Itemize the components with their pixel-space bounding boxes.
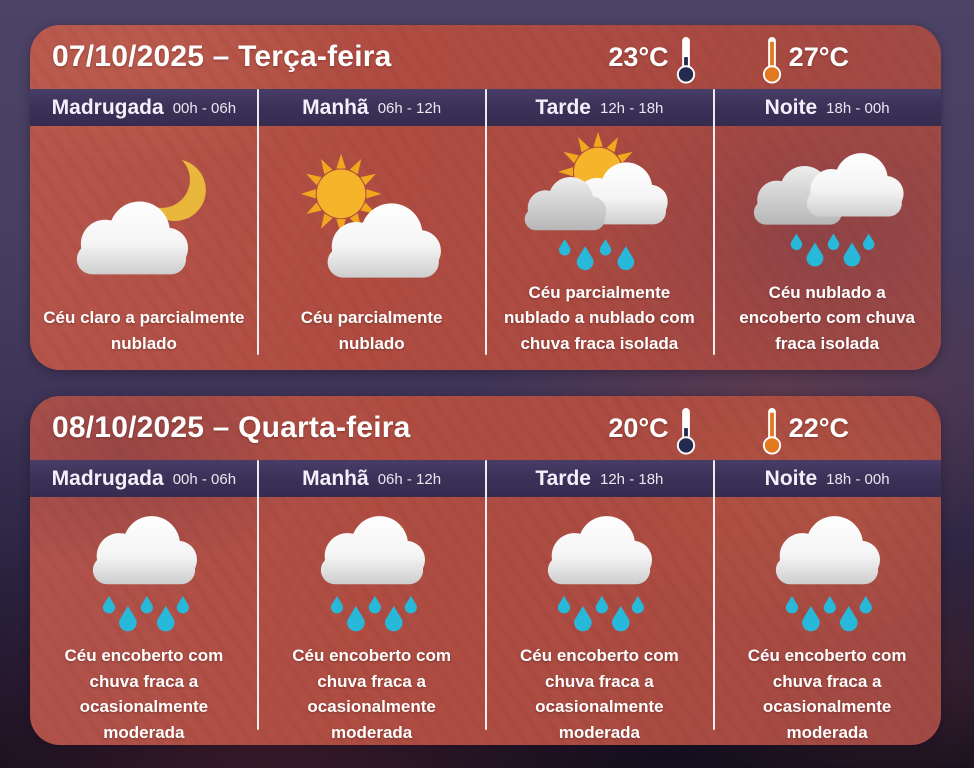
rain-drops [558, 595, 645, 632]
rain-drops [559, 238, 635, 270]
min-temp-value: 23°C [608, 41, 669, 72]
forecast-cells-row: Céu claro a parcialmente nublado Céu par… [30, 126, 941, 370]
sun-cloud-icon [283, 147, 441, 278]
forecast-cell-tarde: Céu parcialmente nublado a nublado com c… [486, 126, 714, 370]
column-divider [713, 89, 715, 355]
clouds-rain-icon [754, 152, 904, 267]
rain-drops [790, 233, 875, 267]
period-name: Madrugada [51, 466, 164, 490]
forecast-description: Céu claro a parcialmente nublado [43, 308, 245, 353]
forecast-description: Céu nublado a encoberto com chuva fraca … [739, 282, 915, 353]
thermometer-cold-icon [676, 36, 695, 84]
period-hours: 00h - 06h [172, 471, 237, 488]
period-name: Noite [764, 466, 818, 490]
min-temperature: 23°C [608, 31, 697, 84]
min-temperature: 20°C [608, 402, 697, 455]
forecast-description: Céu parcialmente nublado a nublado com c… [503, 282, 695, 353]
column-divider [713, 460, 715, 730]
period-hours: 12h - 18h [600, 471, 664, 488]
forecast-description: Céu encoberto com chuva fraca a ocasiona… [520, 646, 679, 742]
thermometer-hot-icon [762, 407, 781, 455]
period-hours: 18h - 00h [826, 471, 890, 488]
temperature-group: 20°C 22°C [608, 396, 849, 460]
forecast-description: Céu encoberto com chuva fraca a ocasiona… [292, 646, 451, 742]
forecast-cell-noite: Céu nublado a encoberto com chuva fraca … [713, 126, 941, 370]
period-hours: 18h - 00h [826, 100, 890, 117]
column-divider [485, 89, 487, 355]
forecast-cell-manha: Céu parcialmente nublado [258, 126, 486, 370]
period-name: Manhã [302, 95, 369, 119]
period-header-madrugada: Madrugada 00h - 06h [30, 96, 258, 120]
forecast-cell-noite: Céu encoberto com chuva fraca a ocasiona… [713, 497, 941, 745]
period-hours: 12h - 18h [600, 100, 664, 117]
period-name: Noite [764, 95, 818, 119]
period-name: Tarde [535, 466, 591, 490]
period-header-manha: Manhã 06h - 12h [258, 96, 486, 120]
forecast-description: Céu encoberto com chuva fraca a ocasiona… [747, 646, 907, 742]
cloud-rain-icon [776, 516, 881, 632]
forecast-description: Céu encoberto com chuva fraca a ocasiona… [64, 646, 224, 742]
forecast-day-card-1: 07/10/2025 – Terça-feira 23°C [30, 25, 941, 370]
max-temp-value: 27°C [788, 41, 849, 72]
temperature-group: 23°C 27°C [608, 25, 849, 89]
rain-drops [330, 595, 417, 632]
cloud-rain-icon [548, 516, 653, 632]
column-divider [485, 460, 487, 730]
date-header: 08/10/2025 – Quarta-feira 20°C [30, 396, 941, 460]
period-header-noite: Noite 18h - 00h [713, 96, 941, 120]
rain-drops [785, 595, 873, 632]
period-header-tarde: Tarde 12h - 18h [486, 96, 714, 120]
sun-clouds-rain-icon [525, 131, 669, 270]
cloud-rain-icon [92, 516, 197, 632]
period-header-madrugada: Madrugada 00h - 06h [30, 467, 258, 491]
forecast-day-card-2: 08/10/2025 – Quarta-feira 20°C [30, 396, 941, 745]
period-name: Madrugada [51, 95, 164, 119]
period-header-noite: Noite 18h - 00h [713, 467, 941, 491]
forecast-cell-madrugada: Céu claro a parcialmente nublado [30, 126, 258, 370]
period-hours: 06h - 12h [377, 471, 442, 488]
rain-drops [102, 595, 189, 632]
period-name: Manhã [302, 466, 369, 490]
period-header-tarde: Tarde 12h - 18h [486, 467, 714, 491]
min-temp-value: 20°C [608, 412, 669, 443]
date-label: 08/10/2025 – Quarta-feira [52, 411, 411, 444]
period-header-manha: Manhã 06h - 12h [258, 467, 486, 491]
forecast-description: Céu parcialmente nublado [300, 308, 443, 353]
thermometer-hot-icon [762, 36, 781, 84]
cloud-rain-icon [320, 516, 425, 632]
forecast-cells-row: Céu encoberto com chuva fraca a ocasiona… [30, 497, 941, 745]
forecast-cell-tarde: Céu encoberto com chuva fraca a ocasiona… [486, 497, 714, 745]
period-hours: 06h - 12h [377, 100, 442, 117]
column-divider [257, 460, 259, 730]
max-temperature: 27°C [760, 31, 849, 84]
date-header: 07/10/2025 – Terça-feira 23°C [30, 25, 941, 89]
max-temp-value: 22°C [788, 412, 849, 443]
forecast-cell-madrugada: Céu encoberto com chuva fraca a ocasiona… [30, 497, 258, 745]
period-hours: 00h - 06h [172, 100, 237, 117]
period-name: Tarde [535, 95, 591, 119]
date-label: 07/10/2025 – Terça-feira [52, 40, 392, 73]
column-divider [257, 89, 259, 355]
max-temperature: 22°C [760, 402, 849, 455]
thermometer-cold-icon [676, 407, 695, 455]
forecast-cell-manha: Céu encoberto com chuva fraca a ocasiona… [258, 497, 486, 745]
moon-cloud-icon [76, 159, 206, 275]
